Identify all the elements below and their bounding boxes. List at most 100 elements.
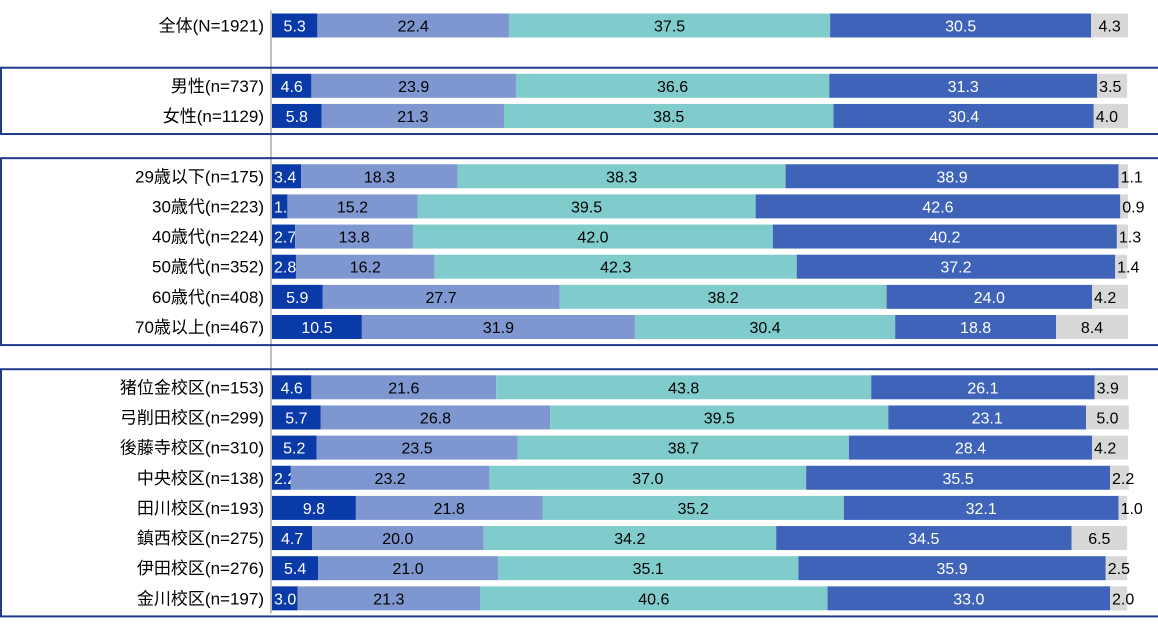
bar-segment-1-1-s0 — [272, 103, 322, 128]
bar-segment-2-1-s4 — [1120, 194, 1128, 219]
value-label-3-7-s4: 2.0 — [1112, 591, 1134, 608]
bar-segment-1-1-s2 — [503, 103, 834, 128]
row-label-3-6: 伊田校区(n=276) — [137, 559, 264, 578]
bar-segment-3-7-s1 — [297, 586, 481, 611]
row-label-3-3: 中央校区(n=138) — [137, 469, 264, 488]
bar-segment-3-6-s0 — [272, 556, 319, 581]
value-label-1-1-s0: 5.8 — [286, 109, 308, 126]
bar-segment-3-0-s2 — [496, 375, 872, 400]
bar-segment-3-2-s0 — [272, 435, 317, 460]
bar-segment-1-0-s3 — [829, 73, 1098, 98]
bar-segment-2-3-s3 — [796, 254, 1116, 279]
bar-segment-0-0-s1 — [317, 13, 510, 38]
bar-segment-0-0-s3 — [830, 13, 1092, 38]
value-label-3-7-s1: 21.3 — [373, 591, 404, 608]
bar-segment-1-1-s3 — [833, 103, 1094, 128]
value-label-3-1-s3: 23.1 — [972, 410, 1003, 427]
bar-segment-3-5-s4 — [1071, 526, 1128, 551]
bar-segment-3-3-s0 — [272, 465, 291, 490]
bar-segment-2-4-s4 — [1092, 284, 1128, 309]
row-label-2-2: 40歳代(n=224) — [152, 228, 264, 247]
value-label-3-0-s4: 3.9 — [1097, 380, 1119, 397]
bar-segment-3-3-s2 — [489, 465, 807, 490]
bar-segment-1-0-s0 — [272, 73, 312, 98]
value-label-2-2-s2: 42.0 — [577, 230, 608, 247]
value-label-2-0-s0: 3.4 — [274, 169, 296, 186]
value-label-2-0-s3: 38.9 — [937, 169, 968, 186]
value-label-1-1-s1: 21.3 — [397, 109, 428, 126]
bar-segment-3-3-s4 — [1110, 465, 1129, 490]
bar-segment-3-0-s3 — [871, 375, 1095, 400]
value-label-2-1-s1: 15.2 — [337, 199, 368, 216]
bar-segment-3-6-s4 — [1105, 556, 1128, 581]
bar-segment-3-0-s4 — [1094, 375, 1128, 400]
row-label-2-3: 50歳代(n=352) — [152, 258, 264, 277]
value-label-3-2-s3: 28.4 — [955, 441, 986, 458]
group-box-2 — [0, 157, 1158, 347]
row-label-1-0: 男性(n=737) — [171, 77, 264, 96]
bar-segment-0-0-s2 — [509, 13, 831, 38]
row-label-2-5: 70歳以上(n=467) — [135, 318, 264, 337]
row-label-0-0: 全体(N=1921) — [159, 17, 264, 36]
value-label-3-0-s2: 43.8 — [668, 380, 699, 397]
bar-segment-2-2-s3 — [772, 224, 1117, 249]
bar-segment-3-2-s2 — [517, 435, 849, 460]
value-label-1-1-s2: 38.5 — [653, 109, 684, 126]
group-box-1 — [0, 66, 1158, 136]
value-label-1-0-s0: 4.6 — [281, 79, 303, 96]
bar-segment-3-2-s3 — [848, 435, 1093, 460]
bar-segment-2-1-s0 — [272, 194, 288, 219]
value-label-3-6-s3: 35.9 — [937, 561, 968, 578]
bar-segment-3-6-s3 — [798, 556, 1106, 581]
bar-segment-2-5-s2 — [634, 315, 896, 339]
row-label-3-0: 猪位金校区(n=153) — [120, 378, 264, 397]
value-label-1-0-s3: 31.3 — [948, 79, 979, 96]
value-label-3-5-s1: 20.0 — [382, 531, 413, 548]
value-label-2-0-s4: 1.1 — [1121, 169, 1143, 186]
value-label-2-5-s2: 30.4 — [749, 320, 780, 337]
bar-segment-3-4-s4 — [1118, 495, 1128, 520]
value-label-3-0-s1: 21.6 — [388, 380, 419, 397]
bar-segment-3-2-s4 — [1092, 435, 1128, 460]
bar-segment-3-4-s2 — [542, 495, 844, 520]
value-label-1-0-s2: 36.6 — [657, 79, 688, 96]
value-label-3-1-s0: 5.7 — [285, 410, 307, 427]
bar-segment-2-4-s3 — [886, 284, 1093, 309]
value-label-3-4-s0: 9.8 — [303, 501, 325, 518]
bar-segment-3-1-s3 — [888, 405, 1087, 430]
bar-segment-3-7-s4 — [1110, 586, 1128, 611]
row-label-3-5: 鎮西校区(n=275) — [137, 529, 264, 548]
value-label-3-4-s1: 21.8 — [434, 501, 465, 518]
value-label-3-6-s1: 21.0 — [393, 561, 424, 578]
value-label-2-3-s3: 37.2 — [940, 260, 971, 277]
row-label-1-1: 女性(n=1129) — [163, 107, 264, 126]
bar-segment-3-0-s0 — [272, 375, 312, 400]
value-label-3-2-s1: 23.5 — [402, 441, 433, 458]
bar-segment-2-0-s0 — [272, 164, 302, 189]
value-label-2-4-s3: 24.0 — [974, 290, 1005, 307]
value-label-0-0-s4: 4.3 — [1098, 19, 1120, 36]
value-label-3-2-s4: 4.2 — [1094, 441, 1116, 458]
value-label-3-4-s4: 1.0 — [1121, 501, 1143, 518]
value-label-2-4-s4: 4.2 — [1094, 290, 1116, 307]
value-label-3-5-s0: 4.7 — [281, 531, 303, 548]
value-label-2-2-s4: 1.3 — [1119, 230, 1141, 247]
bar-segment-3-7-s2 — [480, 586, 828, 611]
bar-segment-2-0-s4 — [1118, 164, 1128, 189]
bar-segment-2-5-s4 — [1056, 315, 1128, 339]
value-label-3-0-s0: 4.6 — [281, 380, 303, 397]
value-label-3-3-s4: 2.2 — [1112, 471, 1134, 488]
row-label-3-7: 金川校区(n=197) — [137, 589, 264, 608]
value-label-2-5-s1: 31.9 — [483, 320, 514, 337]
value-label-2-0-s2: 38.3 — [606, 169, 637, 186]
value-label-2-3-s4: 1.4 — [1117, 260, 1139, 277]
bar-segment-2-4-s1 — [322, 284, 560, 309]
value-label-3-3-s2: 37.0 — [632, 471, 663, 488]
bar-segment-2-0-s2 — [457, 164, 786, 189]
row-label-3-4: 田川校区(n=193) — [137, 499, 264, 518]
bar-segment-2-5-s3 — [895, 315, 1057, 339]
bar-segment-3-5-s1 — [312, 526, 484, 551]
value-label-2-1-s2: 39.5 — [571, 199, 602, 216]
bar-segment-2-5-s0 — [272, 315, 362, 339]
